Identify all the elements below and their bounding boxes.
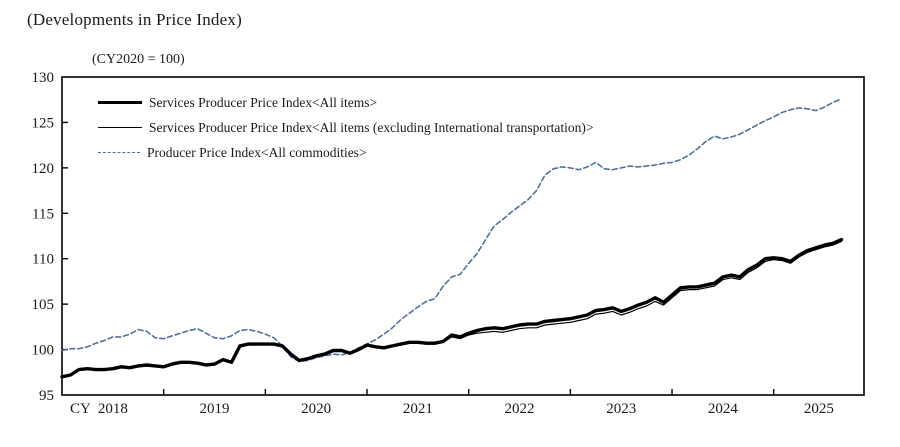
x-tick-label: 2025 [804,401,834,417]
y-tick-label: 100 [32,343,55,359]
y-tick-label: 115 [32,206,54,222]
legend-row-sppi-all-items: Services Producer Price Index<All items> [98,90,593,115]
x-tick-label: 2022 [505,401,535,417]
x-tick-label: 2019 [200,401,230,417]
y-tick-label: 110 [32,252,54,268]
series-line-sppi-excl-intl-transport [61,240,843,378]
legend-row-sppi-excl-intl-transport: Services Producer Price Index<All items … [98,115,593,140]
x-tick-label: 2020 [301,401,331,417]
axis-unit-note: (CY2020 = 100) [92,52,185,67]
y-tick-label: 120 [32,161,55,177]
y-tick-label: 130 [32,70,55,86]
y-tick-label: 125 [32,115,55,131]
legend-label-sppi-excl-intl-transport: Services Producer Price Index<All items … [149,119,594,135]
thick-line-sample-icon [98,101,142,104]
series-line-sppi-all-items [60,237,844,379]
y-tick-label: 105 [32,297,55,313]
x-tick-label: 2021 [403,401,433,417]
chart-legend: Services Producer Price Index<All items>… [98,90,593,165]
x-axis-cy-label: CY [70,401,91,417]
plot-border [61,76,865,396]
dashed-line-sample-icon [98,152,140,153]
y-tick-label: 95 [39,388,54,404]
page-title: (Developments in Price Index) [27,10,242,29]
x-tick-label: 2024 [708,401,739,417]
x-tick-label: 2018 [98,401,128,417]
legend-label-ppi-all-commodities: Producer Price Index<All commodities> [147,144,367,160]
x-tick-label: 2023 [606,401,636,417]
thin-line-sample-icon [98,127,142,128]
series-line-ppi-all-commodities [61,98,843,363]
legend-label-sppi-all-items: Services Producer Price Index<All items> [149,94,378,110]
legend-row-ppi-all-commodities: Producer Price Index<All commodities> [98,140,593,165]
